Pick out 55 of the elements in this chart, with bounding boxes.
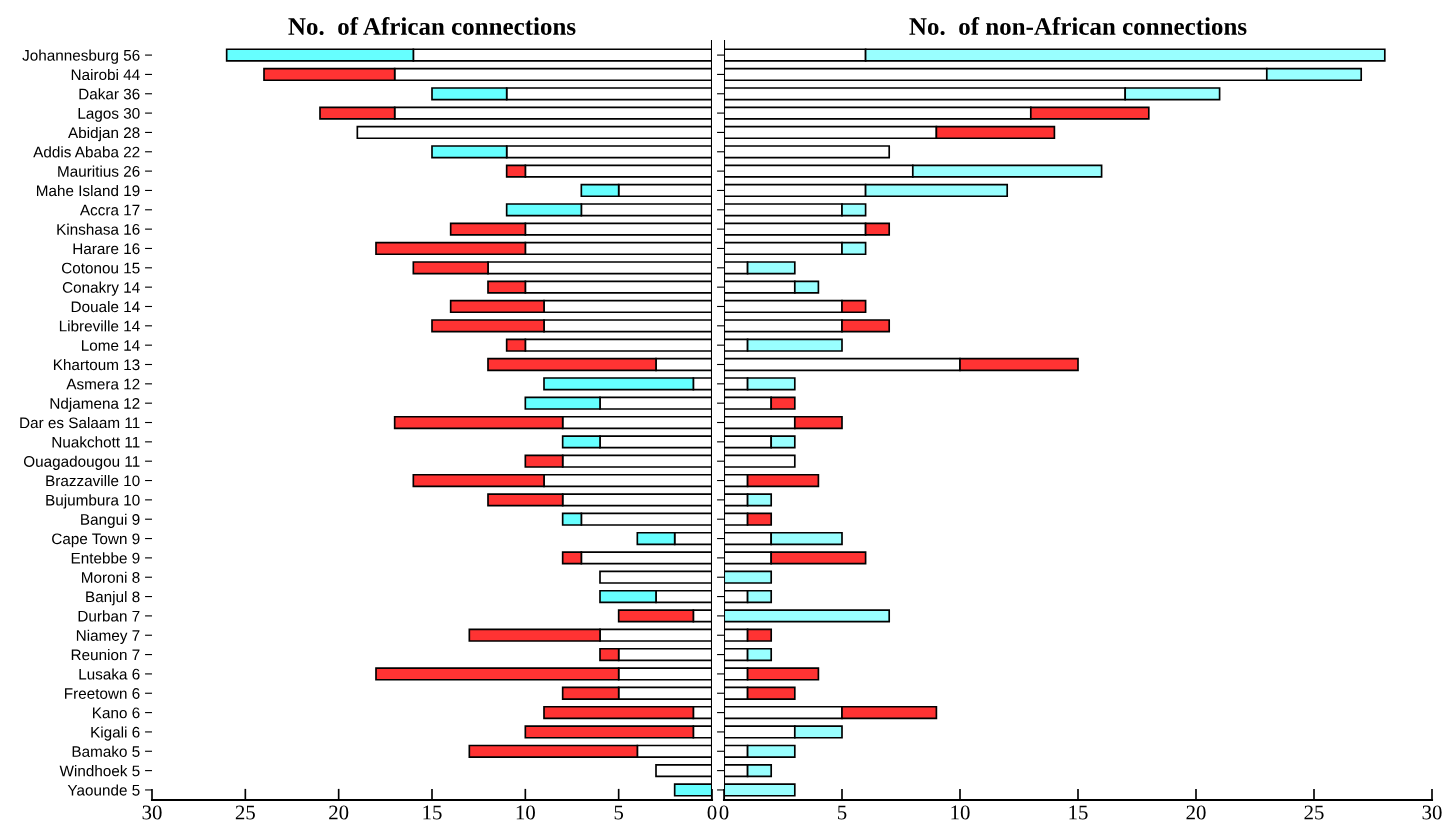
y-tick-label: Asmera 12 <box>66 378 140 390</box>
y-tick-label: Moroni 8 <box>82 571 140 583</box>
y-tick-label: Conakry 14 <box>62 281 140 296</box>
y-tick-label: Addis Ababa 22 <box>33 146 140 158</box>
x-tick-label: 5 <box>614 805 624 820</box>
y-tick-label: Kinshasa 16 <box>57 223 140 235</box>
y-tick-label: Mauritius 26 <box>58 165 140 177</box>
y-tick-label: Kigali 6 <box>91 726 140 741</box>
x-tick-label: 5 <box>838 805 847 820</box>
x-tick-label: 15 <box>1069 805 1088 820</box>
y-tick-label: Durban 7 <box>78 610 140 622</box>
y-tick-label: Ouagadougou 11 <box>23 455 140 470</box>
y-tick-label: Reunion 7 <box>71 649 140 661</box>
y-tick-label: Entebbe 9 <box>71 552 140 564</box>
y-tick-label: Dar es Salaam 11 <box>20 416 140 429</box>
y-tick-label: Nuakchott 11 <box>52 436 140 448</box>
y-tick-label: Douale 14 <box>71 300 140 313</box>
y-tick-label: Yaounde 5 <box>67 784 140 796</box>
y-tick-label: Johannesburg 56 <box>22 49 140 64</box>
y-tick-label: Harare 16 <box>73 243 140 255</box>
y-tick-label: Libreville 14 <box>59 320 140 332</box>
y-tick-label: Bamako 5 <box>72 745 140 757</box>
chart-title: No. of African connections <box>288 17 576 36</box>
y-tick-label: Brazzaville 10 <box>46 474 140 487</box>
x-tick-label: 30 <box>1422 805 1442 820</box>
x-tick-label: 30 <box>142 805 162 820</box>
y-tick-label: Niamey 7 <box>76 629 140 644</box>
y-tick-label: Lusaka 6 <box>79 668 140 680</box>
x-tick-label: 25 <box>235 805 255 820</box>
y-tick-label: Accra 17 <box>79 204 140 216</box>
y-tick-label: Ndjamena 12 <box>50 397 140 412</box>
y-tick-label: Abidjan 28 <box>68 126 140 142</box>
y-tick-label: Freetown 6 <box>65 688 140 699</box>
x-tick-label: 20 <box>329 805 349 820</box>
x-tick-label: 10 <box>516 805 535 820</box>
y-tick-label: Lagos 30 <box>78 107 140 122</box>
chart-title: No. of non-African connections <box>909 17 1247 36</box>
y-tick-label: Lome 14 <box>82 340 140 351</box>
y-tick-label: Bangui 9 <box>81 513 140 528</box>
x-tick-label: 15 <box>423 805 442 820</box>
x-tick-label: 0 <box>707 805 717 820</box>
x-tick-label: 10 <box>951 805 970 820</box>
y-tick-label: Cotonou 15 <box>61 262 140 274</box>
y-tick-label: Cape Town 9 <box>52 533 140 548</box>
y-tick-label: Khartoum 13 <box>53 358 140 371</box>
y-tick-label: Windhoek 5 <box>59 765 140 777</box>
x-tick-label: 20 <box>1186 805 1206 820</box>
x-tick-label: 25 <box>1304 805 1324 820</box>
x-tick-label: 0 <box>719 805 729 820</box>
y-tick-label: Bujumbura 10 <box>46 494 140 509</box>
y-tick-label: Nairobi 44 <box>71 68 140 81</box>
y-tick-label: Kano 6 <box>93 707 140 719</box>
y-tick-label: Dakar 36 <box>79 88 140 100</box>
y-tick-label: Mahe Island 19 <box>36 184 140 197</box>
y-tick-label: Banjul 8 <box>86 591 140 606</box>
